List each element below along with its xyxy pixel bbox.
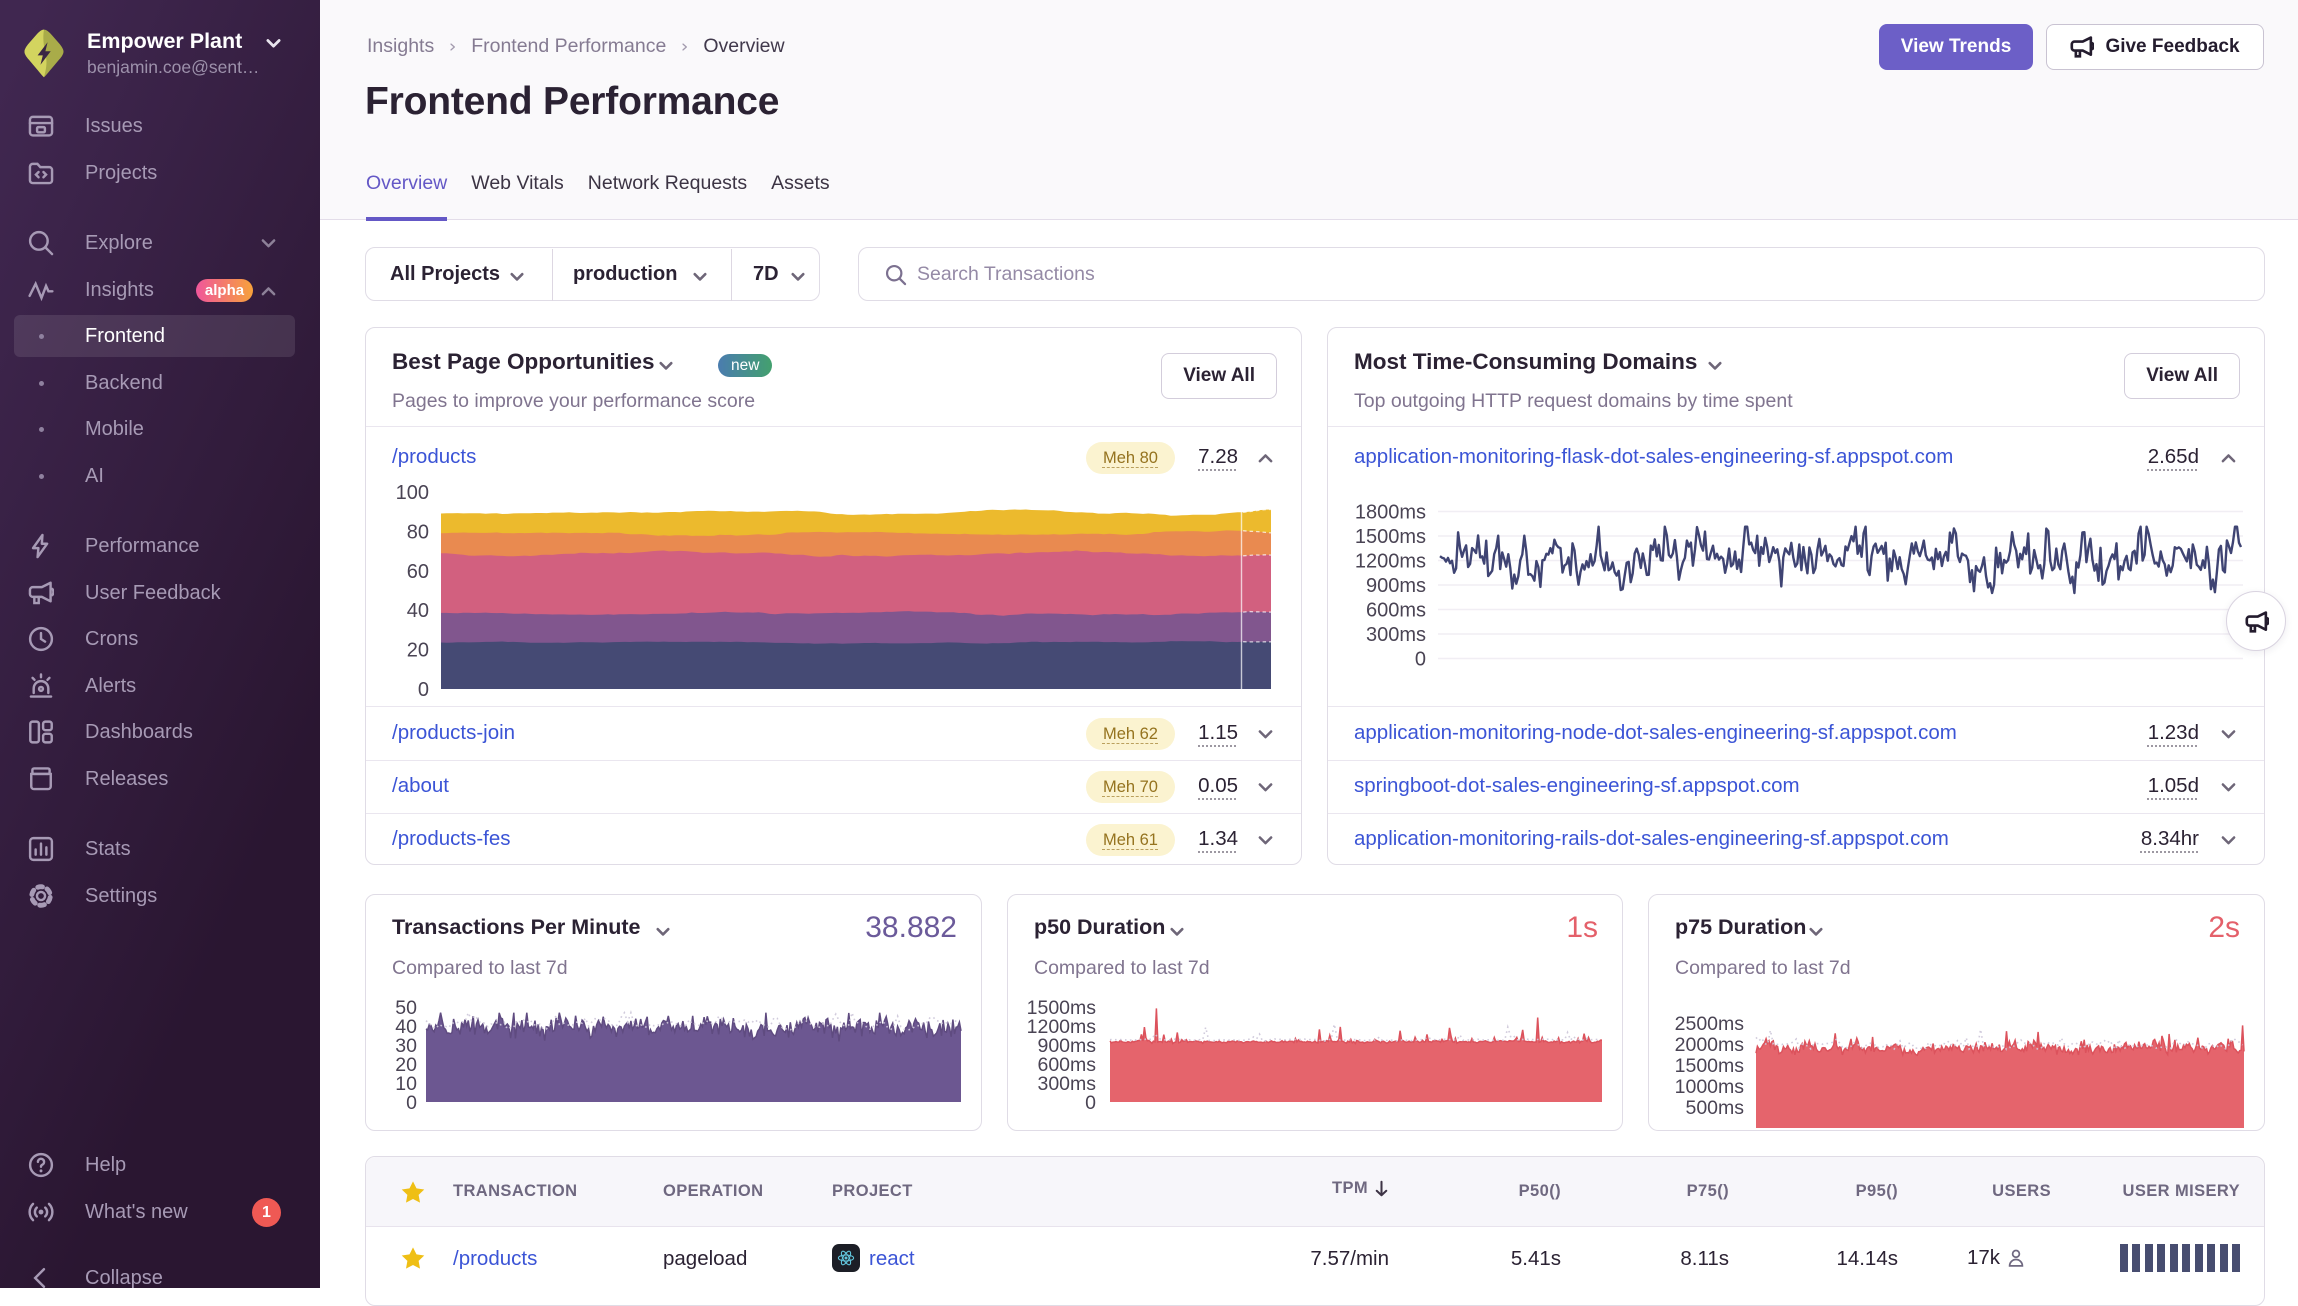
svg-text:100: 100	[396, 482, 429, 504]
svg-text:30: 30	[395, 1035, 417, 1057]
svg-text:0: 0	[418, 679, 429, 701]
svg-text:900ms: 900ms	[1366, 575, 1426, 597]
svg-text:1500ms: 1500ms	[1027, 997, 1097, 1019]
svg-text:1800ms: 1800ms	[1355, 502, 1426, 524]
svg-text:600ms: 600ms	[1366, 600, 1426, 622]
svg-text:2500ms: 2500ms	[1675, 1013, 1745, 1035]
svg-text:900ms: 900ms	[1037, 1035, 1096, 1057]
svg-text:20: 20	[407, 640, 429, 662]
svg-text:300ms: 300ms	[1366, 624, 1426, 646]
svg-text:1500ms: 1500ms	[1355, 526, 1426, 548]
svg-text:600ms: 600ms	[1037, 1054, 1096, 1076]
svg-text:0: 0	[406, 1092, 417, 1114]
svg-text:80: 80	[407, 521, 429, 543]
svg-text:1000ms: 1000ms	[1675, 1076, 1745, 1098]
svg-text:40: 40	[407, 600, 429, 622]
svg-text:1200ms: 1200ms	[1355, 551, 1426, 573]
svg-text:0: 0	[1415, 649, 1426, 671]
svg-text:1500ms: 1500ms	[1675, 1055, 1745, 1077]
svg-text:500ms: 500ms	[1685, 1097, 1744, 1119]
svg-text:60: 60	[407, 561, 429, 583]
svg-text:20: 20	[395, 1054, 417, 1076]
svg-text:40: 40	[395, 1016, 417, 1038]
svg-text:300ms: 300ms	[1037, 1073, 1096, 1095]
svg-text:1200ms: 1200ms	[1027, 1016, 1097, 1038]
svg-text:10: 10	[395, 1073, 417, 1095]
svg-text:2000ms: 2000ms	[1675, 1034, 1745, 1056]
svg-text:50: 50	[395, 997, 417, 1019]
svg-text:0: 0	[1085, 1092, 1096, 1114]
